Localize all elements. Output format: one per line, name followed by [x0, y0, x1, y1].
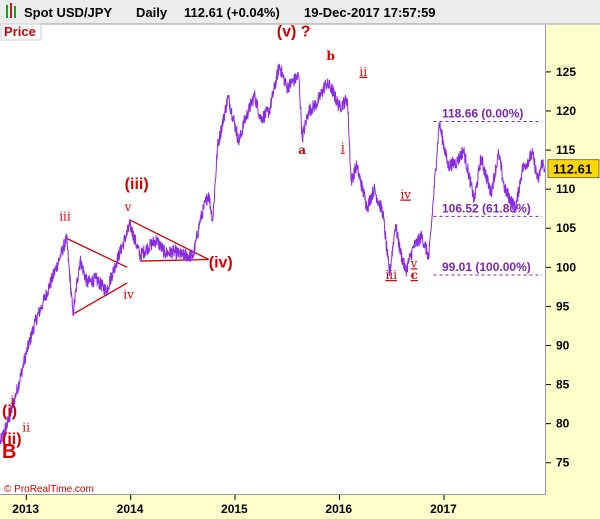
y-axis-ticks: 75 80 85 90 95 100 105 110 115 120 125 [546, 65, 576, 470]
y-tick-label: 85 [556, 378, 570, 392]
last-quote: 112.61 (+0.04%) [184, 5, 280, 20]
panel-label-box[interactable] [0, 23, 42, 41]
panel-label: Price [4, 24, 36, 39]
fib-level-label: 99.01 (100.00%) [442, 260, 531, 274]
wave-label: b [327, 49, 335, 63]
x-tick-label: 2017 [430, 502, 457, 516]
wave-label: (iii) [125, 176, 149, 193]
wave-label: v [410, 256, 418, 270]
y-tick-label: 120 [556, 104, 576, 118]
quote-timestamp: 19-Dec-2017 17:57:59 [304, 5, 436, 20]
app-icon [6, 3, 16, 18]
price-series [0, 62, 546, 445]
credit-text: © ProRealTime.com [4, 484, 94, 495]
wave-label: iii [59, 209, 71, 223]
wave-label: ii [359, 65, 367, 79]
y-tick-label: 110 [556, 182, 576, 196]
wave-label: (iv) [209, 254, 233, 271]
y-tick-label: 75 [556, 456, 570, 470]
wave-label: (ii) [2, 431, 22, 448]
wave-label: iv [123, 288, 134, 302]
y-tick-label: 95 [556, 299, 570, 313]
x-tick-label: 2013 [12, 502, 39, 516]
wave-label: iii [385, 268, 397, 282]
last-price-tag-text: 112.61 [553, 162, 592, 177]
y-tick-label: 90 [556, 338, 570, 352]
y-tick-label: 80 [556, 417, 570, 431]
triangle-line [140, 258, 209, 262]
last-price-tag: 112.61 [547, 159, 600, 179]
wave-label: c [411, 268, 418, 282]
x-tick-label: 2016 [325, 502, 352, 516]
time-axis [0, 495, 546, 519]
last-price-tag-bg [547, 159, 600, 179]
header-bar [0, 0, 600, 24]
wave-label: iv [400, 188, 411, 202]
y-tick-label: 105 [556, 221, 576, 235]
wave-label: (v) ? [277, 24, 311, 41]
wave-label: v [124, 200, 132, 214]
wave-label: i [341, 141, 345, 155]
y-tick-label: 100 [556, 260, 576, 274]
y-tick-label: 115 [556, 143, 576, 157]
plot-area [0, 25, 545, 494]
fib-levels-group: 118.66 (0.00%) 106.52 (61.80%) 99.01 (100.… [433, 106, 542, 276]
triangle-line [130, 219, 210, 261]
x-tick-label: 2015 [221, 502, 248, 516]
wave-label: (i) [2, 403, 17, 420]
price-axis [546, 25, 600, 519]
wave-label: a [298, 143, 306, 157]
wave-label: ii [22, 420, 30, 434]
triangle-line [72, 282, 128, 315]
fib-level-label: 106.52 (61.80%) [442, 201, 531, 215]
wave-label: B [2, 441, 16, 463]
timeframe-label: Daily [136, 5, 168, 20]
y-tick-label: 125 [556, 65, 576, 79]
x-axis-ticks: 2013 2014 2015 2016 2017 [12, 495, 457, 516]
fib-level-label: 118.66 (0.00%) [442, 106, 523, 120]
price-line [0, 62, 546, 445]
wave-label: i [10, 393, 14, 407]
x-tick-label: 2014 [117, 502, 144, 516]
instrument-name: Spot USD/JPY [24, 5, 112, 20]
